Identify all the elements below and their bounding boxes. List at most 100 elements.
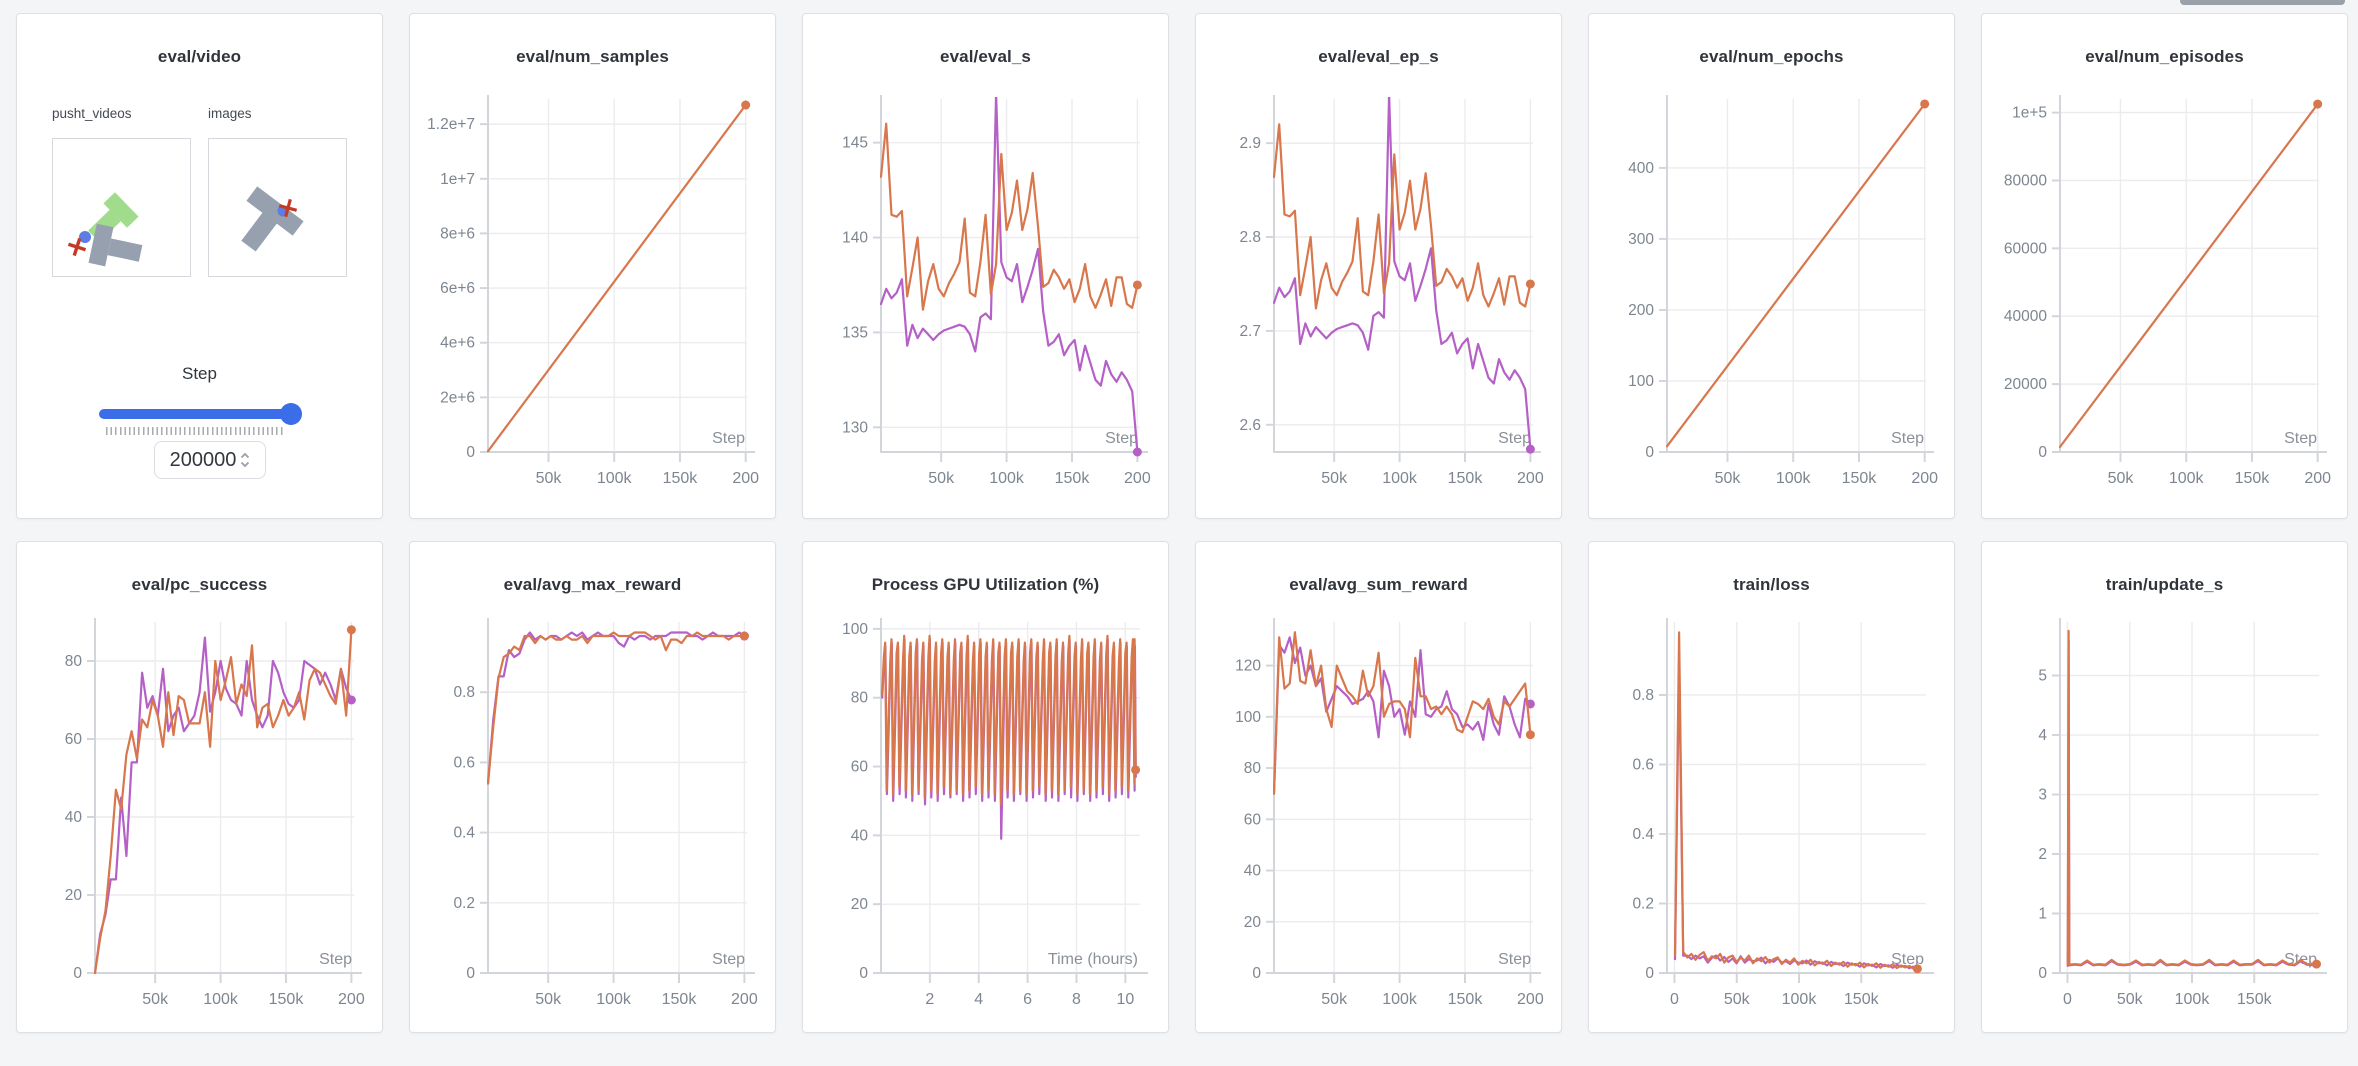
slider-track[interactable] (99, 409, 301, 419)
svg-text:20: 20 (851, 896, 869, 913)
svg-text:0: 0 (73, 965, 82, 982)
line-chart[interactable]: 0 20000 40000 60000 80000 1e+5 50k 100k 150k 200 S… (1982, 84, 2347, 519)
svg-text:Step: Step (712, 951, 745, 968)
step-number-input[interactable]: 200000 (154, 441, 266, 479)
svg-text:5: 5 (2038, 668, 2047, 685)
svg-text:4: 4 (2038, 727, 2047, 744)
svg-text:Step: Step (1891, 951, 1924, 968)
svg-text:4e+6: 4e+6 (440, 335, 475, 352)
chart-title: eval/eval_ep_s (1318, 47, 1439, 66)
chart-title: eval/eval_s (940, 47, 1031, 66)
chart-title: eval/num_samples (516, 47, 669, 66)
panel-train-update-s: train/update_s 0 1 2 3 4 5 0 50k 100k 150k Step (1981, 541, 2348, 1033)
svg-text:40: 40 (65, 809, 83, 826)
svg-text:0: 0 (466, 444, 475, 461)
svg-text:50k: 50k (1321, 470, 1348, 487)
svg-text:50k: 50k (2108, 470, 2135, 487)
svg-text:100k: 100k (597, 470, 633, 487)
video-thumbnail-pusht[interactable] (52, 138, 191, 277)
svg-text:0: 0 (859, 965, 868, 982)
svg-text:200: 200 (731, 991, 758, 1008)
svg-text:Step: Step (1498, 430, 1531, 447)
svg-text:0: 0 (466, 965, 475, 982)
svg-text:40000: 40000 (2004, 308, 2047, 325)
svg-text:Time (hours): Time (hours) (1048, 951, 1138, 968)
svg-text:4: 4 (974, 991, 983, 1008)
panel-eval-eval-ep-s: eval/eval_ep_s 2.6 2.7 2.8 2.9 50k 100k 150k 20… (1195, 13, 1562, 519)
svg-text:150k: 150k (1448, 991, 1484, 1008)
svg-text:145: 145 (842, 135, 868, 152)
step-value[interactable]: 200000 (169, 448, 237, 471)
svg-text:50k: 50k (928, 470, 955, 487)
svg-text:0: 0 (2038, 965, 2047, 982)
svg-text:0: 0 (1645, 965, 1654, 982)
chart-title: eval/pc_success (131, 575, 268, 594)
chart-title: Process GPU Utilization (%) (871, 575, 1100, 594)
svg-text:Step: Step (1498, 951, 1531, 968)
line-chart[interactable]: 0 20 40 60 80 100 2 4 6 8 10 Time (hours) (803, 612, 1168, 1033)
media-label-images: images (208, 106, 252, 121)
svg-text:6: 6 (1023, 991, 1032, 1008)
svg-text:140: 140 (842, 230, 868, 247)
video-thumbnail-images[interactable] (208, 138, 347, 277)
svg-text:200: 200 (732, 470, 759, 487)
svg-text:Step: Step (1891, 430, 1924, 447)
line-chart[interactable]: 0 2e+6 4e+6 6e+6 8e+6 1e+7 1.2e+7 50k 100k 150k 20… (410, 84, 775, 519)
panel-eval-num-samples: eval/num_samples 0 2e+6 4e+6 6e+6 8e+6 1e+7 1.… (409, 13, 776, 519)
svg-text:80: 80 (851, 690, 869, 707)
scrollbar-thumb[interactable] (2180, 0, 2345, 5)
chevron-up-icon[interactable] (240, 452, 250, 459)
images-scene-image (241, 186, 304, 252)
gray-t-shape (241, 186, 304, 252)
panel-eval-avg-max-reward: eval/avg_max_reward 0 0.2 0.4 0.6 0.8 50k 100k… (409, 541, 776, 1033)
line-chart[interactable]: 2.6 2.7 2.8 2.9 50k 100k 150k 200 Step (1196, 84, 1561, 519)
svg-text:0: 0 (1252, 965, 1261, 982)
svg-text:50k: 50k (1321, 991, 1348, 1008)
svg-text:150k: 150k (2235, 470, 2271, 487)
svg-text:0.6: 0.6 (1632, 756, 1654, 773)
step-slider[interactable] (99, 403, 302, 425)
svg-text:0: 0 (1645, 444, 1654, 461)
line-chart[interactable]: 0 0.2 0.4 0.6 0.8 0 50k 100k 150k Step (1589, 612, 1954, 1033)
svg-text:50k: 50k (142, 991, 169, 1008)
svg-text:40: 40 (1244, 863, 1262, 880)
svg-text:0.8: 0.8 (453, 684, 475, 701)
svg-text:0.4: 0.4 (453, 825, 475, 842)
svg-text:80000: 80000 (2004, 172, 2047, 189)
line-chart[interactable]: 0 20 40 60 80 100 120 50k 100k 150k 200 Step (1196, 612, 1561, 1033)
svg-text:0.8: 0.8 (1632, 687, 1654, 704)
svg-text:100k: 100k (1776, 470, 1812, 487)
svg-text:50k: 50k (1715, 470, 1742, 487)
line-chart[interactable]: 130 135 140 145 50k 100k 150k 200 Step (803, 84, 1168, 519)
svg-text:300: 300 (1628, 231, 1654, 248)
svg-text:100: 100 (1235, 709, 1261, 726)
line-chart[interactable]: 0 20 40 60 80 50k 100k 150k 200 Step (17, 612, 382, 1033)
svg-text:2.9: 2.9 (1239, 135, 1261, 152)
chevron-down-icon[interactable] (240, 461, 250, 468)
svg-text:Step: Step (1105, 430, 1138, 447)
slider-handle[interactable] (280, 403, 302, 425)
chart-title: eval/num_episodes (2085, 47, 2244, 66)
stepper-chevrons[interactable] (240, 452, 250, 468)
svg-text:0.2: 0.2 (1632, 895, 1654, 912)
svg-text:150k: 150k (663, 470, 699, 487)
svg-text:0: 0 (1670, 991, 1679, 1008)
svg-text:2e+6: 2e+6 (440, 389, 475, 406)
panel-title: eval/video (157, 47, 242, 66)
svg-text:80: 80 (65, 653, 83, 670)
step-slider-label: Step (182, 364, 217, 383)
svg-text:8: 8 (1072, 991, 1081, 1008)
media-label-pusht-videos: pusht_videos (52, 106, 132, 121)
svg-text:Step: Step (712, 430, 745, 447)
svg-text:200: 200 (338, 991, 365, 1008)
svg-text:100: 100 (1628, 373, 1654, 390)
chart-title: eval/avg_sum_reward (1289, 575, 1468, 594)
line-chart[interactable]: 0 100 200 300 400 50k 100k 150k 200 Step (1589, 84, 1954, 519)
svg-text:60000: 60000 (2004, 240, 2047, 257)
svg-text:50k: 50k (536, 470, 563, 487)
svg-text:2: 2 (2038, 846, 2047, 863)
chart-title: eval/num_epochs (1699, 47, 1844, 66)
svg-text:20000: 20000 (2004, 376, 2047, 393)
line-chart[interactable]: 0 0.2 0.4 0.6 0.8 50k 100k 150k 200 Step (410, 612, 775, 1033)
